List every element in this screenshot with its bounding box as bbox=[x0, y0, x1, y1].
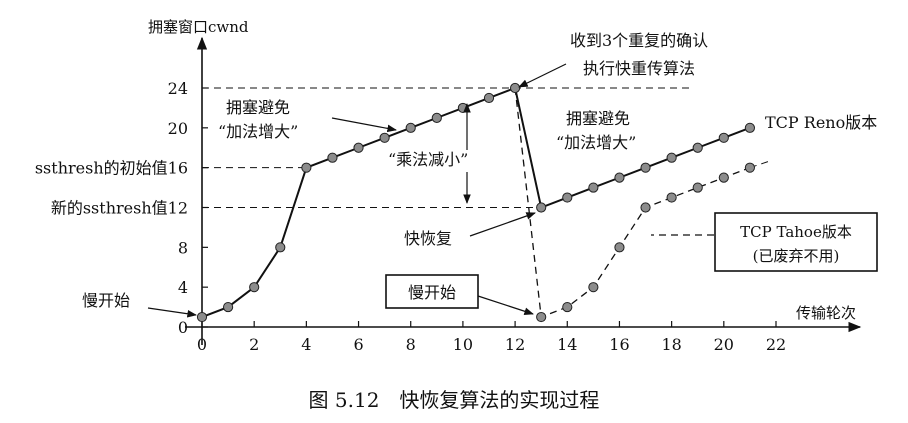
series-point-1 bbox=[666, 192, 677, 203]
multiplicative-decrease-label: “乘法减小” bbox=[388, 150, 468, 169]
series-point-1 bbox=[588, 282, 599, 293]
series-point-0 bbox=[327, 152, 338, 163]
x-tick-label: 18 bbox=[661, 335, 681, 354]
congestion-avoidance-2-line2: “加法增大” bbox=[556, 133, 636, 152]
series-point-0 bbox=[692, 142, 703, 153]
x-tick-label: 22 bbox=[766, 335, 786, 354]
series-line-1 bbox=[514, 87, 751, 318]
x-tick-label: 4 bbox=[301, 335, 311, 354]
reno-label: TCP Reno版本 bbox=[765, 113, 877, 132]
series-point-0 bbox=[744, 122, 756, 133]
x-axis-label: 传输轮次 bbox=[796, 304, 856, 322]
series-point-0 bbox=[379, 132, 390, 143]
congestion-avoidance-2-line1: 拥塞避免 bbox=[566, 109, 630, 128]
series-point-0 bbox=[249, 282, 260, 293]
congestion-avoidance-1-arrow bbox=[331, 117, 397, 133]
series-point-0 bbox=[196, 311, 208, 323]
y-axis-label: 拥塞窗口cwnd bbox=[148, 18, 249, 36]
fast-recovery-arrow bbox=[469, 212, 536, 237]
tahoe-box bbox=[714, 212, 878, 272]
guide-lines bbox=[202, 87, 693, 208]
x-tick-label: 0 bbox=[197, 335, 207, 354]
series-point-1 bbox=[718, 172, 729, 183]
series-point-0 bbox=[431, 112, 442, 123]
series-point-0 bbox=[457, 102, 469, 114]
series-point-0 bbox=[588, 182, 599, 193]
series-point-0 bbox=[666, 152, 677, 163]
y-tick-label: 0 bbox=[178, 318, 188, 337]
x-tick-label: 16 bbox=[609, 335, 629, 354]
y-tick-label: 8 bbox=[178, 238, 188, 257]
y-tick-label: 24 bbox=[168, 79, 188, 98]
series-point-0 bbox=[275, 242, 286, 253]
series-point-0 bbox=[536, 202, 547, 213]
series-point-0 bbox=[509, 82, 521, 94]
fast-recovery-label: 快恢复 bbox=[404, 229, 452, 248]
congestion-avoidance-1-line1: 拥塞避免 bbox=[226, 98, 290, 117]
y-special-label: ssthresh的初始值16 bbox=[35, 159, 188, 178]
y-tick-label: 4 bbox=[178, 278, 188, 297]
series-point-0 bbox=[640, 162, 651, 173]
series-point-0 bbox=[405, 122, 416, 133]
series-point-1 bbox=[692, 182, 703, 193]
slow-start-box-label: 慢开始 bbox=[408, 283, 456, 302]
slow-start-left-label: 慢开始 bbox=[82, 291, 130, 310]
tahoe-box-line1: TCP Tahoe版本 bbox=[740, 223, 852, 241]
congestion-avoidance-1-line2: “加法增大” bbox=[218, 122, 298, 141]
figure-caption: 图 5.12 快恢复算法的实现过程 bbox=[309, 388, 600, 412]
series-point-1 bbox=[562, 301, 573, 313]
x-tick-label: 14 bbox=[557, 335, 577, 354]
x-tick-label: 2 bbox=[249, 335, 259, 354]
x-tick-label: 20 bbox=[714, 335, 734, 354]
axes: 拥塞窗口cwnd 传输轮次 bbox=[148, 18, 862, 345]
y-tick-label: 20 bbox=[168, 119, 188, 138]
y-special-label: 新的ssthresh值12 bbox=[51, 199, 188, 218]
series-point-0 bbox=[614, 172, 625, 183]
slow-start-left-arrow bbox=[147, 307, 197, 318]
series-point-1 bbox=[614, 242, 625, 253]
series-points bbox=[196, 82, 756, 323]
x-tick-label: 6 bbox=[353, 335, 363, 354]
series-point-0 bbox=[301, 162, 312, 173]
series-point-0 bbox=[353, 142, 364, 153]
series-point-1 bbox=[640, 202, 651, 213]
tahoe-box-line2: (已废弃不用) bbox=[753, 247, 840, 265]
three-acks-line2: 执行快重传算法 bbox=[583, 59, 695, 78]
slow-start-box bbox=[385, 274, 479, 309]
x-tick-label: 12 bbox=[505, 335, 525, 354]
annotations: 慢开始 拥塞避免 “加法增大” “乘法减小” 收到3个重复的确认 执行快重传算法… bbox=[82, 31, 878, 318]
x-ticks: 0 2 4 6 8 10 12 14 16 18 20 22 bbox=[197, 321, 786, 354]
series-point-1 bbox=[536, 311, 547, 323]
series-point-0 bbox=[562, 192, 573, 203]
series-point-0 bbox=[483, 92, 495, 104]
series-line-0 bbox=[201, 86, 751, 318]
three-acks-arrow bbox=[518, 63, 567, 88]
series-point-0 bbox=[718, 132, 729, 143]
three-acks-line1: 收到3个重复的确认 bbox=[570, 31, 708, 50]
slow-start-box-arrow bbox=[477, 295, 534, 315]
x-tick-label: 8 bbox=[406, 335, 416, 354]
x-tick-label: 10 bbox=[453, 335, 473, 354]
series-point-0 bbox=[222, 301, 234, 313]
series-point-1 bbox=[744, 162, 756, 173]
